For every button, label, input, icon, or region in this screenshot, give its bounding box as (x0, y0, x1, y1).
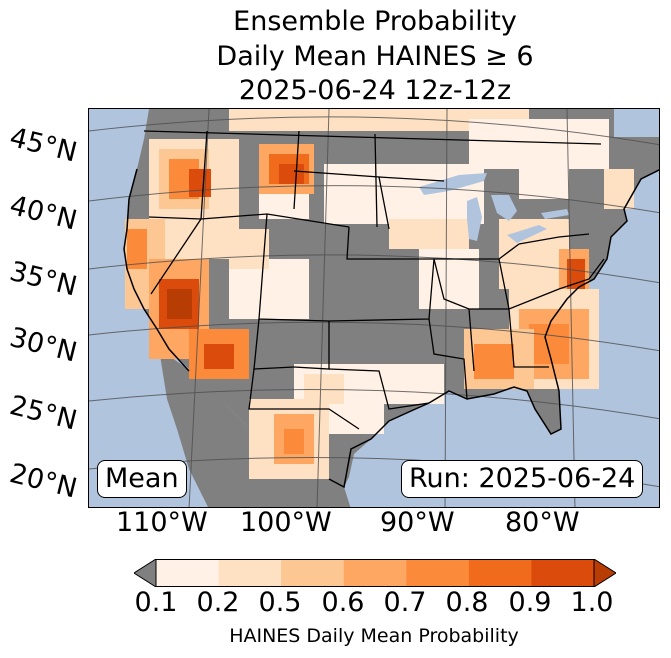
colorbar-segment-3 (343, 559, 407, 587)
lon-label-100: 100°W (240, 507, 332, 538)
colorbar (134, 559, 616, 587)
lat-label-25: 25°N (6, 390, 81, 437)
colorbar-tick-3: 0.6 (321, 587, 365, 618)
colorbar-tick-0: 0.1 (134, 587, 178, 618)
lat-label-40: 40°N (6, 190, 81, 237)
colorbar-under-arrow (134, 559, 157, 587)
great-lakes (419, 173, 569, 243)
title-line-1: Ensemble Probability (233, 6, 517, 37)
lon-label-110: 110°W (116, 507, 208, 538)
colorbar-tick-2: 0.5 (258, 587, 302, 618)
lon-label-80: 80°W (505, 507, 580, 538)
colorbar-segment-5 (468, 559, 532, 587)
colorbar-label: HAINES Daily Mean Probability (229, 625, 519, 647)
colorbar-tick-7: 1.0 (570, 587, 614, 618)
land-mass (124, 109, 659, 487)
colorbar-tick-4: 0.7 (383, 587, 427, 618)
mean-label-box: Mean (97, 460, 187, 498)
run-date-box: Run: 2025-06-24 (401, 460, 644, 498)
lat-label-30: 30°N (6, 322, 81, 369)
lat-label-20: 20°N (6, 458, 81, 505)
colorbar-tick-5: 0.8 (445, 587, 489, 618)
title-line-2: Daily Mean HAINES ≥ 6 (216, 41, 534, 72)
colorbar-tick-6: 0.9 (508, 587, 552, 618)
colorbar-over-arrow (593, 559, 616, 587)
state-borders (143, 130, 605, 430)
lon-label-90: 90°W (380, 507, 455, 538)
map-canvas (89, 109, 659, 507)
colorbar-segment-0 (156, 559, 220, 587)
lat-label-35: 35°N (6, 256, 81, 303)
title-line-3: 2025-06-24 12z-12z (238, 75, 512, 106)
colorbar-segment-6 (531, 559, 595, 587)
probability-map (88, 108, 660, 508)
colorbar-segment-4 (406, 559, 470, 587)
colorbar-tick-1: 0.2 (196, 587, 240, 618)
lat-label-45: 45°N (6, 122, 81, 169)
colorbar-segment-1 (218, 559, 282, 587)
hudson-water (614, 109, 659, 137)
colorbar-segment-2 (281, 559, 345, 587)
coastline (123, 168, 659, 489)
